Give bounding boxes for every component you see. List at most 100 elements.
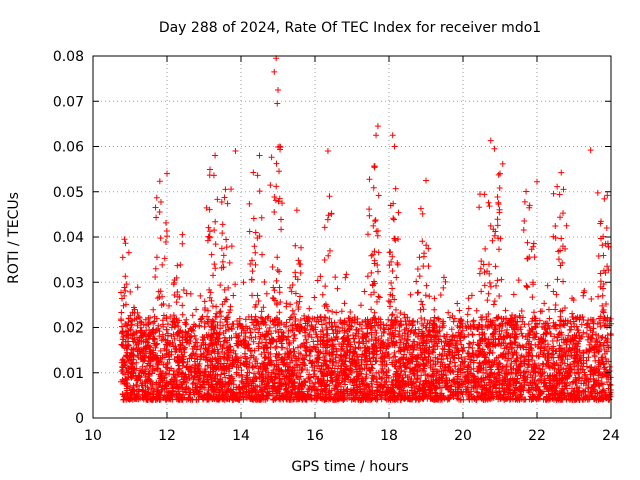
data-point: [266, 324, 273, 331]
data-point: [535, 362, 542, 369]
data-point: [217, 371, 224, 378]
data-point: [249, 292, 256, 299]
data-point: [118, 309, 125, 316]
data-point: [426, 293, 433, 300]
data-point: [422, 371, 429, 378]
data-point: [333, 309, 340, 316]
data-point: [395, 331, 402, 338]
data-point: [193, 306, 200, 313]
data-point: [530, 309, 537, 316]
data-point: [391, 349, 398, 356]
data-point: [376, 294, 383, 301]
data-point: [567, 326, 574, 333]
data-point: [196, 376, 203, 383]
data-point: [413, 278, 420, 285]
data-point: [297, 269, 304, 276]
data-point: [441, 346, 448, 353]
data-point: [435, 328, 442, 335]
data-point: [343, 271, 350, 278]
data-point: [250, 338, 257, 345]
data-point: [450, 332, 457, 339]
data-point: [468, 292, 475, 299]
data-point: [254, 292, 261, 299]
data-point: [283, 300, 290, 307]
data-point: [297, 373, 304, 380]
data-point: [355, 339, 362, 346]
data-point: [550, 288, 557, 295]
data-point: [271, 287, 278, 294]
data-point: [334, 285, 341, 292]
data-point: [233, 363, 240, 370]
data-point: [131, 330, 138, 337]
data-point: [221, 338, 228, 345]
data-point: [372, 396, 379, 403]
data-point: [119, 323, 126, 330]
data-point: [450, 318, 457, 325]
data-point: [289, 307, 296, 314]
data-point: [372, 358, 379, 365]
data-point: [580, 350, 587, 357]
data-point: [559, 307, 566, 314]
data-point: [425, 263, 432, 270]
data-point: [414, 318, 421, 325]
data-point: [164, 359, 171, 366]
data-point: [401, 311, 408, 318]
data-point: [465, 344, 472, 351]
data-point: [421, 316, 428, 323]
data-point: [297, 351, 304, 358]
data-point: [294, 344, 301, 351]
data-point: [475, 341, 482, 348]
data-point: [144, 363, 151, 370]
data-point: [417, 378, 424, 385]
data-point: [372, 337, 379, 344]
data-point: [253, 375, 260, 382]
data-point: [273, 357, 280, 364]
data-point: [537, 308, 544, 315]
data-point: [573, 323, 580, 330]
data-point: [430, 349, 437, 356]
data-point: [482, 366, 489, 373]
data-point: [440, 322, 447, 329]
data-point: [552, 302, 559, 309]
data-point: [599, 334, 606, 341]
data-point: [564, 356, 571, 363]
data-point: [439, 345, 446, 352]
data-point: [350, 331, 357, 338]
data-point: [448, 326, 455, 333]
data-point: [289, 327, 296, 334]
data-point: [404, 374, 411, 381]
data-point: [470, 359, 477, 366]
data-point: [300, 355, 307, 362]
data-point: [230, 292, 237, 299]
data-point: [150, 320, 157, 327]
data-points: [117, 55, 614, 403]
data-point: [222, 374, 229, 381]
data-point: [368, 306, 375, 313]
data-point: [276, 309, 283, 316]
data-point: [314, 277, 321, 284]
data-point: [557, 313, 564, 320]
data-point: [363, 373, 370, 380]
data-point: [216, 309, 223, 316]
data-point: [502, 307, 509, 314]
data-point: [127, 288, 134, 295]
data-point: [246, 359, 253, 366]
data-point: [461, 363, 468, 370]
data-point: [504, 326, 511, 333]
data-point: [586, 323, 593, 330]
data-point: [432, 354, 439, 361]
data-point: [431, 295, 438, 302]
data-point: [273, 343, 280, 350]
data-point: [337, 346, 344, 353]
data-point: [597, 313, 604, 320]
data-point: [422, 324, 429, 331]
data-point: [310, 367, 317, 374]
data-point: [427, 336, 434, 343]
data-point: [119, 327, 126, 334]
data-point: [258, 371, 265, 378]
data-point: [474, 326, 481, 333]
data-point: [515, 277, 522, 284]
data-point: [383, 322, 390, 329]
data-point: [458, 341, 465, 348]
